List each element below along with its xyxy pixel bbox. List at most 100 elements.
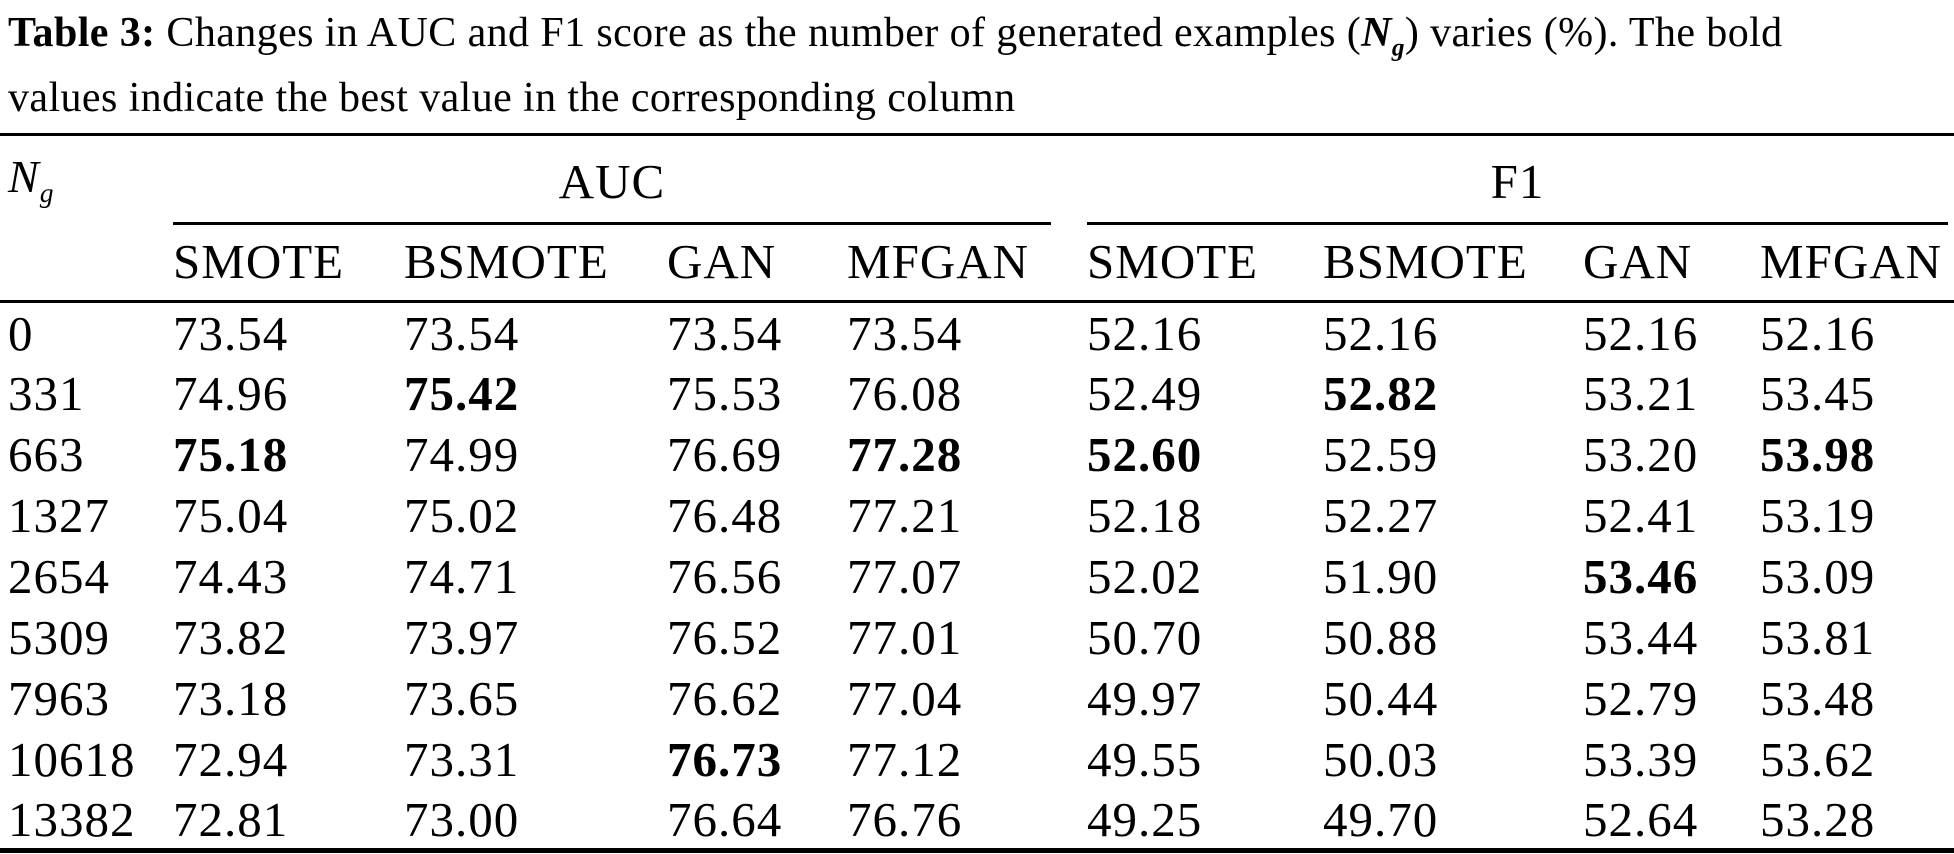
cell-value: 75.42 bbox=[404, 365, 520, 421]
cell-value: 73.54 bbox=[173, 305, 289, 361]
cell-value: 72.81 bbox=[173, 791, 289, 847]
method-header-auc-smote: SMOTE bbox=[173, 224, 404, 304]
cell-value: 50.44 bbox=[1323, 670, 1439, 726]
ng-value: 663 bbox=[8, 426, 85, 482]
cell-value: 73.54 bbox=[404, 305, 520, 361]
table-row: 2654 74.43 74.71 76.56 77.07 52.02 51.90 53.46 5… bbox=[0, 546, 1954, 607]
cell-value: 49.97 bbox=[1087, 670, 1203, 726]
cell-value: 73.00 bbox=[404, 791, 520, 847]
cell-value: 76.48 bbox=[667, 487, 783, 543]
cell-value: 75.53 bbox=[667, 365, 783, 421]
ng-column-header: Ng bbox=[0, 134, 173, 304]
method-header-f1-mfgan: MFGAN bbox=[1760, 224, 1954, 304]
method-header-f1-bsmote: BSMOTE bbox=[1323, 224, 1584, 304]
cell-value: 73.54 bbox=[847, 305, 963, 361]
method-header-row: SMOTE BSMOTE GAN MFGAN SMOTE BSMOTE GAN … bbox=[0, 224, 1954, 304]
group-header-auc: AUC bbox=[173, 135, 1087, 225]
cell-value: 53.09 bbox=[1760, 548, 1876, 604]
cell-value: 73.82 bbox=[173, 609, 289, 665]
cell-value: 52.27 bbox=[1323, 487, 1439, 543]
cell-value: 49.55 bbox=[1087, 731, 1203, 787]
cell-value: 52.41 bbox=[1583, 487, 1699, 543]
table-row: 663 75.18 74.99 76.69 77.28 52.60 52.59 53.20 53… bbox=[0, 424, 1954, 485]
cell-value: 50.70 bbox=[1087, 609, 1203, 665]
cell-value: 77.28 bbox=[847, 426, 963, 482]
cell-value: 77.01 bbox=[847, 609, 963, 665]
cell-value: 53.46 bbox=[1583, 548, 1699, 604]
cell-value: 76.69 bbox=[667, 426, 783, 482]
cell-value: 75.04 bbox=[173, 487, 289, 543]
cell-value: 73.18 bbox=[173, 670, 289, 726]
cell-value: 53.45 bbox=[1760, 365, 1876, 421]
group-header-row: Ng AUC F1 bbox=[0, 134, 1954, 304]
cell-value: 53.44 bbox=[1583, 609, 1699, 665]
ng-value: 13382 bbox=[8, 791, 136, 847]
ng-value: 331 bbox=[8, 365, 85, 421]
cell-value: 53.19 bbox=[1760, 487, 1876, 543]
ng-value: 1327 bbox=[8, 487, 110, 543]
table-row: 10618 72.94 73.31 76.73 77.12 49.55 50.03 53.39… bbox=[0, 729, 1954, 790]
caption-text-2: ) varies (%). The bold bbox=[1404, 10, 1783, 56]
cell-value: 52.16 bbox=[1760, 305, 1876, 361]
cell-value: 76.73 bbox=[667, 731, 783, 787]
cell-value: 75.02 bbox=[404, 487, 520, 543]
caption-ng-subscript: g bbox=[1391, 34, 1405, 62]
cell-value: 50.03 bbox=[1323, 731, 1439, 787]
cell-value: 51.90 bbox=[1323, 548, 1439, 604]
cell-value: 77.21 bbox=[847, 487, 963, 543]
ng-value: 7963 bbox=[8, 670, 110, 726]
results-table: Ng AUC F1 SMOTE BSMOTE GAN MFGAN SMOTE B… bbox=[0, 133, 1954, 854]
cell-value: 52.16 bbox=[1323, 305, 1439, 361]
cell-value: 77.12 bbox=[847, 731, 963, 787]
ng-symbol: N bbox=[8, 151, 40, 203]
table-body: 0 73.54 73.54 73.54 73.54 52.16 52.16 52.16 52.1… bbox=[0, 302, 1954, 851]
cell-value: 53.48 bbox=[1760, 670, 1876, 726]
ng-value: 5309 bbox=[8, 609, 110, 665]
cell-value: 52.59 bbox=[1323, 426, 1439, 482]
cell-value: 76.62 bbox=[667, 670, 783, 726]
table-row: 7963 73.18 73.65 76.62 77.04 49.97 50.44 52.79 5… bbox=[0, 668, 1954, 729]
cell-value: 53.39 bbox=[1583, 731, 1699, 787]
method-header-auc-gan: GAN bbox=[667, 224, 847, 304]
cell-value: 76.08 bbox=[847, 365, 963, 421]
cell-value: 53.20 bbox=[1583, 426, 1699, 482]
table-row: 1327 75.04 75.02 76.48 77.21 52.18 52.27 52.41 5… bbox=[0, 485, 1954, 546]
cell-value: 76.76 bbox=[847, 791, 963, 847]
cell-value: 77.07 bbox=[847, 548, 963, 604]
group-label-f1: F1 bbox=[1087, 153, 1949, 225]
cell-value: 53.21 bbox=[1583, 365, 1699, 421]
cell-value: 76.52 bbox=[667, 609, 783, 665]
caption-text-line2: values indicate the best value in the co… bbox=[8, 75, 1016, 122]
table-row: 5309 73.82 73.97 76.52 77.01 50.70 50.88 53.44 5… bbox=[0, 607, 1954, 668]
table-row: 13382 72.81 73.00 76.64 76.76 49.25 49.70 52.64… bbox=[0, 790, 1954, 851]
cell-value: 49.70 bbox=[1323, 791, 1439, 847]
cell-value: 53.62 bbox=[1760, 731, 1876, 787]
cell-value: 49.25 bbox=[1087, 791, 1203, 847]
method-header-auc-mfgan: MFGAN bbox=[847, 224, 1088, 304]
cell-value: 75.18 bbox=[173, 426, 289, 482]
cell-value: 50.88 bbox=[1323, 609, 1439, 665]
method-header-f1-gan: GAN bbox=[1583, 224, 1761, 304]
ng-value: 10618 bbox=[8, 731, 136, 787]
table-row: 0 73.54 73.54 73.54 73.54 52.16 52.16 52.16 52.1… bbox=[0, 302, 1954, 363]
cell-value: 52.82 bbox=[1323, 365, 1439, 421]
table-row: 331 74.96 75.42 75.53 76.08 52.49 52.82 53.21 53… bbox=[0, 363, 1954, 424]
cell-value: 76.56 bbox=[667, 548, 783, 604]
cell-value: 73.54 bbox=[667, 305, 783, 361]
ng-value: 0 bbox=[8, 305, 34, 361]
method-header-auc-bsmote: BSMOTE bbox=[404, 224, 667, 304]
cell-value: 74.99 bbox=[404, 426, 520, 482]
ng-subscript: g bbox=[39, 177, 55, 209]
cell-value: 52.18 bbox=[1087, 487, 1203, 543]
cell-value: 52.79 bbox=[1583, 670, 1699, 726]
cell-value: 52.64 bbox=[1583, 791, 1699, 847]
cell-value: 74.43 bbox=[173, 548, 289, 604]
caption-ng-symbol: N bbox=[1361, 10, 1392, 56]
cell-value: 52.16 bbox=[1583, 305, 1699, 361]
ng-value: 2654 bbox=[8, 548, 110, 604]
cell-value: 52.16 bbox=[1087, 305, 1203, 361]
cell-value: 72.94 bbox=[173, 731, 289, 787]
cell-value: 74.71 bbox=[404, 548, 520, 604]
method-header-f1-smote: SMOTE bbox=[1087, 224, 1324, 304]
cell-value: 77.04 bbox=[847, 670, 963, 726]
